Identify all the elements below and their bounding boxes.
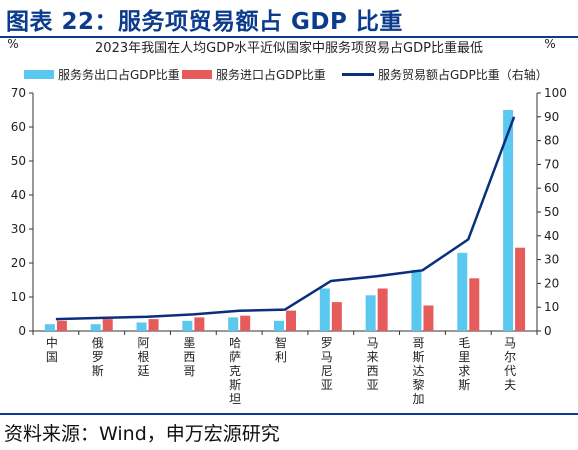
export-bar [274,320,284,331]
import-bar [515,247,526,331]
legend: 服务务出口占GDP比重 服务进口占GDP比重 服务贸易额占GDP比重（右轴） [24,67,548,82]
export-bar [228,317,239,331]
right-axis-unit: % [544,37,555,51]
right-tick-label: 0 [544,324,552,338]
category-label: 哈萨克斯坦 [229,336,241,406]
export-bar [411,269,422,331]
left-tick-label: 60 [11,120,26,134]
chart-title: 2023年我国在人均GDP水平近似国家中服务项贸易占GDP比重最低 [95,40,483,56]
legend-label-total: 服务贸易额占GDP比重（右轴） [378,67,548,82]
dual-axis-chart: 2023年我国在人均GDP水平近似国家中服务项贸易占GDP比重最低 % % 服务… [7,37,567,406]
right-tick-label: 90 [544,110,559,124]
right-tick-label: 80 [544,134,559,148]
export-bar [90,324,101,331]
import-bar [286,310,296,331]
category-label: 罗马尼亚 [321,336,333,392]
import-bar [240,315,251,331]
export-bar [136,322,147,331]
legend-swatch-imports [182,70,212,79]
source-note: 资料来源：Wind，申万宏源研究 [4,423,280,445]
import-bar [423,305,434,331]
category-label: 马来西亚 [367,336,379,392]
export-bar [457,252,468,331]
left-tick-label: 30 [11,222,26,236]
export-bar [182,320,193,331]
right-tick-label: 70 [544,157,559,171]
right-tick-label: 10 [544,300,559,314]
export-bar [319,288,330,331]
category-label: 哥斯达黎加 [412,336,424,406]
right-tick-label: 30 [544,253,559,267]
category-label: 中国 [46,335,58,364]
import-bar [377,288,388,331]
right-tick-label: 100 [544,86,567,100]
right-tick-label: 40 [544,229,559,243]
export-bar [503,110,514,331]
title-divider [0,36,578,38]
source-divider [0,413,578,415]
legend-label-exports: 服务务出口占GDP比重 [58,67,180,82]
figure-title: 图表 22：服务项贸易额占 GDP 比重 [6,9,403,35]
category-label: 墨西哥 [183,336,195,378]
left-tick-label: 20 [11,256,26,270]
export-bar [44,324,55,331]
legend-label-imports: 服务进口占GDP比重 [216,67,326,82]
import-bar [194,317,205,331]
import-bar [469,278,480,331]
category-label: 俄罗斯 [92,336,104,378]
left-tick-label: 40 [11,188,26,202]
left-tick-label: 50 [11,154,26,168]
right-tick-label: 50 [544,205,559,219]
right-tick-label: 60 [544,181,559,195]
category-label: 阿根廷 [138,336,150,378]
import-bar [148,319,159,331]
left-tick-label: 10 [11,290,26,304]
category-label: 毛里求斯 [458,336,470,392]
category-label: 马尔代夫 [504,336,516,392]
left-tick-label: 70 [11,86,26,100]
total-trade-line [55,116,516,321]
import-bar [102,319,113,331]
category-label: 智利 [275,335,287,364]
right-tick-label: 20 [544,276,559,290]
left-tick-label: 0 [18,324,26,338]
export-bar [365,295,376,331]
import-bar [56,320,67,331]
import-bar [331,302,342,331]
legend-swatch-exports [24,70,54,79]
left-axis-unit: % [7,37,18,51]
